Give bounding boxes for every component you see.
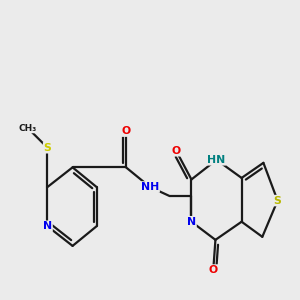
- Text: S: S: [274, 196, 281, 206]
- Text: O: O: [122, 126, 130, 136]
- Text: N: N: [187, 217, 196, 227]
- Text: CH₃: CH₃: [19, 124, 37, 133]
- Text: O: O: [209, 265, 218, 275]
- Text: HN: HN: [207, 155, 226, 165]
- Text: NH: NH: [141, 182, 159, 192]
- Text: S: S: [44, 143, 51, 153]
- Text: N: N: [43, 221, 52, 231]
- Text: O: O: [172, 146, 181, 156]
